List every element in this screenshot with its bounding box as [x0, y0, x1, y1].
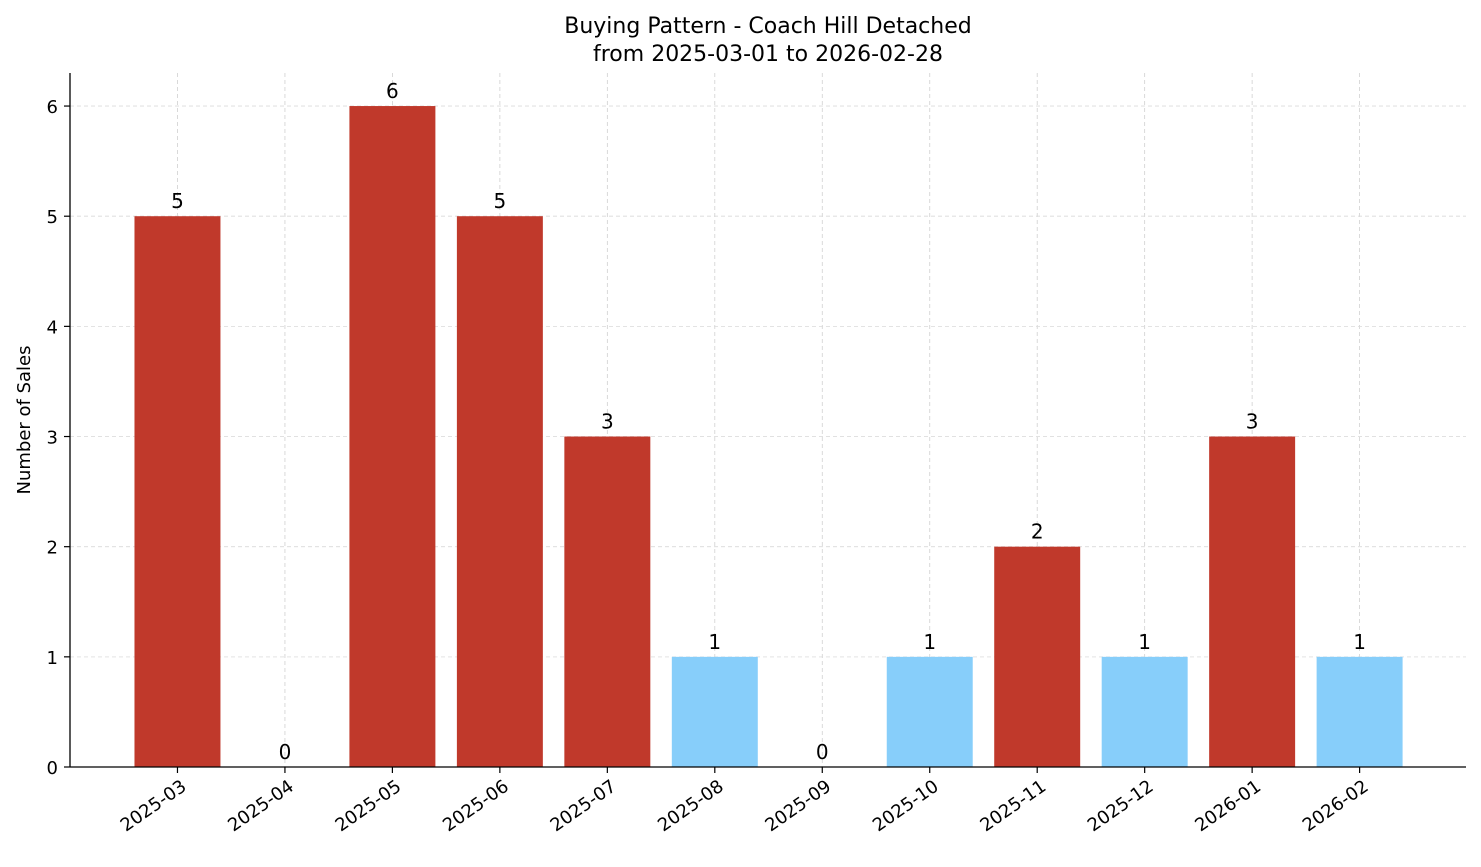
x-tick-label: 2026-01 — [1191, 776, 1265, 836]
x-tick-label: 2025-08 — [654, 776, 728, 836]
data-label: 5 — [171, 189, 184, 213]
bars — [134, 106, 1403, 768]
x-tick-label: 2025-04 — [224, 776, 298, 836]
bar — [134, 216, 221, 767]
bar — [1316, 656, 1403, 767]
data-label: 1 — [1353, 630, 1366, 654]
x-tick-label: 2025-09 — [761, 776, 835, 836]
chart-title: Buying Pattern - Coach Hill Detached — [564, 14, 971, 39]
data-label: 3 — [1246, 410, 1259, 434]
y-tick-label: 1 — [47, 648, 58, 669]
bar — [886, 656, 973, 767]
y-tick-label: 0 — [47, 758, 58, 779]
y-tick-label: 6 — [47, 97, 58, 118]
y-axis-label: Number of Sales — [14, 345, 35, 494]
bar — [349, 106, 436, 768]
data-label: 1 — [923, 630, 936, 654]
x-tick-label: 2025-11 — [976, 776, 1050, 836]
bar — [1101, 656, 1188, 767]
data-label: 1 — [708, 630, 721, 654]
x-tick-label: 2025-10 — [869, 776, 943, 836]
data-label: 0 — [279, 740, 292, 764]
x-tick-label: 2025-06 — [439, 776, 513, 836]
x-tick-label: 2025-12 — [1084, 776, 1158, 836]
y-tick-label: 3 — [47, 428, 58, 449]
bar — [564, 436, 651, 767]
data-label: 1 — [1138, 630, 1151, 654]
data-label: 6 — [386, 79, 399, 103]
y-tick-label: 5 — [47, 207, 58, 228]
bar — [456, 216, 543, 767]
y-tick-label: 2 — [47, 538, 58, 559]
x-tick-label: 2025-07 — [547, 776, 621, 836]
data-label: 2 — [1031, 520, 1044, 544]
x-tick-label: 2025-05 — [332, 776, 406, 836]
data-label: 5 — [494, 189, 507, 213]
x-tick-label: 2025-03 — [117, 776, 191, 836]
bar — [994, 546, 1081, 767]
bar — [671, 656, 758, 767]
y-tick-label: 4 — [47, 317, 58, 338]
bar — [1209, 436, 1296, 767]
data-label: 0 — [816, 740, 829, 764]
data-labels: 5 0 6 5 3 1 0 1 2 1 3 1 — [171, 79, 1366, 764]
data-label: 3 — [601, 410, 614, 434]
chart-subtitle: from 2025-03-01 to 2026-02-28 — [593, 42, 943, 67]
x-tick-label: 2026-02 — [1299, 776, 1373, 836]
